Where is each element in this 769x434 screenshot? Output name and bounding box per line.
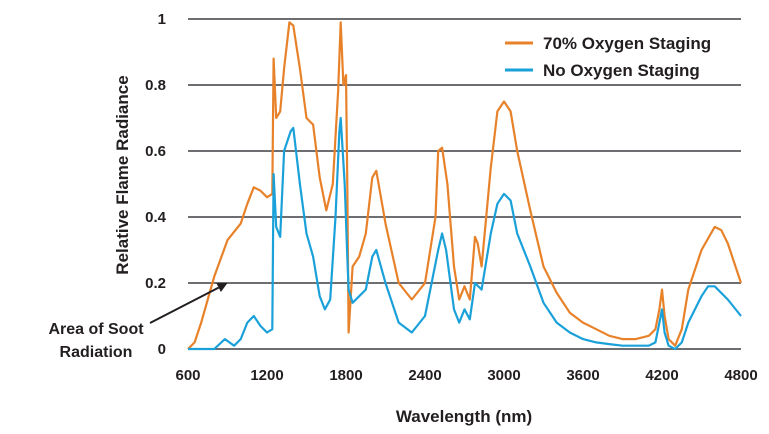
series-lines	[187, 21, 743, 351]
x-tick-label: 600	[175, 367, 200, 384]
legend: 70% Oxygen Staging No Oxygen Staging	[505, 34, 711, 80]
x-tick-label: 3600	[566, 367, 599, 384]
x-axis-label: Wavelength (nm)	[396, 407, 532, 426]
x-tick-label: 1200	[250, 367, 283, 384]
y-tick-label: 1	[158, 11, 166, 28]
series-line-no-oxygen-staging	[188, 116, 742, 351]
y-tick-label: 0.2	[145, 275, 166, 292]
y-tick-label: 0.8	[145, 77, 166, 94]
x-tick-label: 4800	[724, 367, 757, 384]
soot-annotation: Area of Soot Radiation	[48, 283, 228, 361]
legend-label-no-oxygen: No Oxygen Staging	[543, 61, 700, 80]
y-axis-label: Relative Flame Radiance	[113, 75, 132, 274]
series-line-70-oxygen-staging	[187, 21, 743, 350]
x-tick-label: 2400	[408, 367, 441, 384]
y-tick-label: 0.6	[145, 143, 166, 160]
x-tick-label: 4200	[645, 367, 678, 384]
annotation-line-2: Radiation	[60, 344, 133, 361]
y-tick-label: 0.4	[145, 209, 167, 226]
y-tick-labels: 0 0.2 0.4 0.6 0.8 1	[145, 11, 167, 358]
annotation-arrow	[149, 286, 220, 324]
x-tick-label: 3000	[487, 367, 520, 384]
annotation-line-1: Area of Soot	[48, 321, 144, 338]
legend-label-70-oxygen: 70% Oxygen Staging	[543, 34, 711, 53]
y-tick-label: 0	[158, 341, 166, 358]
x-tick-label: 1800	[329, 367, 362, 384]
x-tick-labels: 600 1200 1800 2400 3000 3600 4200 4800	[175, 367, 757, 384]
annotation-arrowhead	[216, 283, 228, 293]
